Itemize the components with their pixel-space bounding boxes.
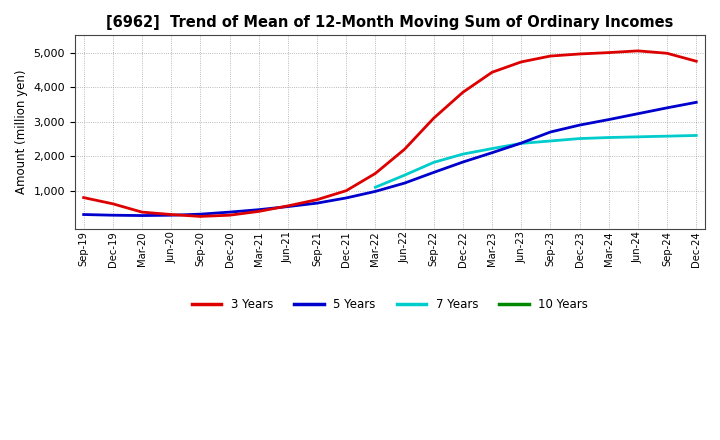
- Y-axis label: Amount (million yen): Amount (million yen): [15, 70, 28, 194]
- Title: [6962]  Trend of Mean of 12-Month Moving Sum of Ordinary Incomes: [6962] Trend of Mean of 12-Month Moving …: [107, 15, 674, 30]
- Legend: 3 Years, 5 Years, 7 Years, 10 Years: 3 Years, 5 Years, 7 Years, 10 Years: [187, 293, 593, 315]
